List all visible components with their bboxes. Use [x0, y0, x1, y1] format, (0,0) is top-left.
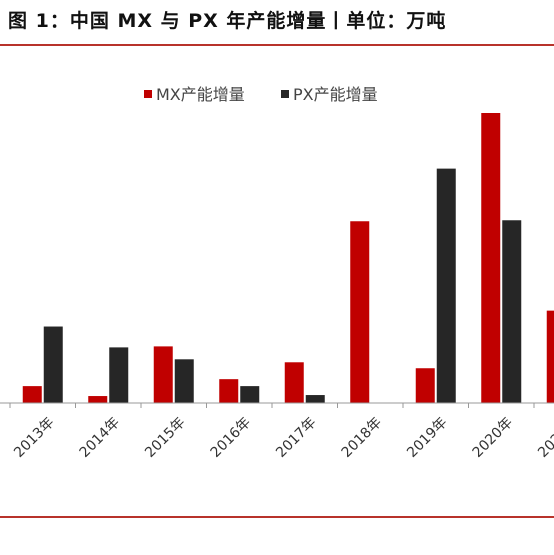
bar-px-2015年: [174, 359, 194, 403]
bar-px-2017年: [305, 395, 325, 403]
bar-mx-2018年: [350, 221, 370, 403]
x-tick-label: 2018年: [339, 415, 385, 461]
bar-mx-2014年: [88, 396, 108, 403]
x-tick-label: 2015年: [142, 415, 188, 461]
bar-px-2013年: [43, 326, 63, 403]
x-tick-label: 2021年: [535, 415, 554, 461]
legend-swatch-px: [281, 90, 289, 98]
bottom-rule: [0, 516, 554, 518]
x-tick-label: 2014年: [77, 415, 123, 461]
bar-mx-2016年: [219, 379, 239, 403]
x-axis: 2013年 2014年 2015年 2016年 2017年 2018年 2019年 2020年…: [0, 402, 554, 461]
bar-mx-2017年: [284, 362, 304, 403]
legend-label-px: PX产能增量: [293, 85, 378, 104]
bar-mx-2015年: [153, 346, 173, 403]
bar-px-2019年: [436, 168, 456, 403]
legend-swatch-mx: [144, 90, 152, 98]
bar-mx-2019年: [415, 368, 435, 403]
x-tick-label: 2016年: [208, 415, 254, 461]
bars: [22, 113, 554, 403]
bar-mx-2013年: [22, 386, 42, 403]
x-tick-label: 2013年: [11, 415, 57, 461]
chart-title: 图 1：中国 MX 与 PX 年产能增量丨单位：万吨: [8, 10, 447, 32]
bar-px-2014年: [109, 347, 129, 403]
x-tick-label: 2020年: [470, 415, 516, 461]
x-tick-label: 2017年: [273, 415, 319, 461]
legend: MX产能增量 PX产能增量: [144, 85, 378, 104]
bar-mx-2021年: [546, 310, 554, 403]
x-tick-label: 2019年: [404, 415, 450, 461]
legend-label-mx: MX产能增量: [156, 85, 245, 104]
bar-px-2016年: [240, 386, 260, 403]
bar-px-2020年: [502, 220, 522, 403]
top-rule: [0, 44, 554, 46]
bar-mx-2020年: [481, 113, 501, 403]
